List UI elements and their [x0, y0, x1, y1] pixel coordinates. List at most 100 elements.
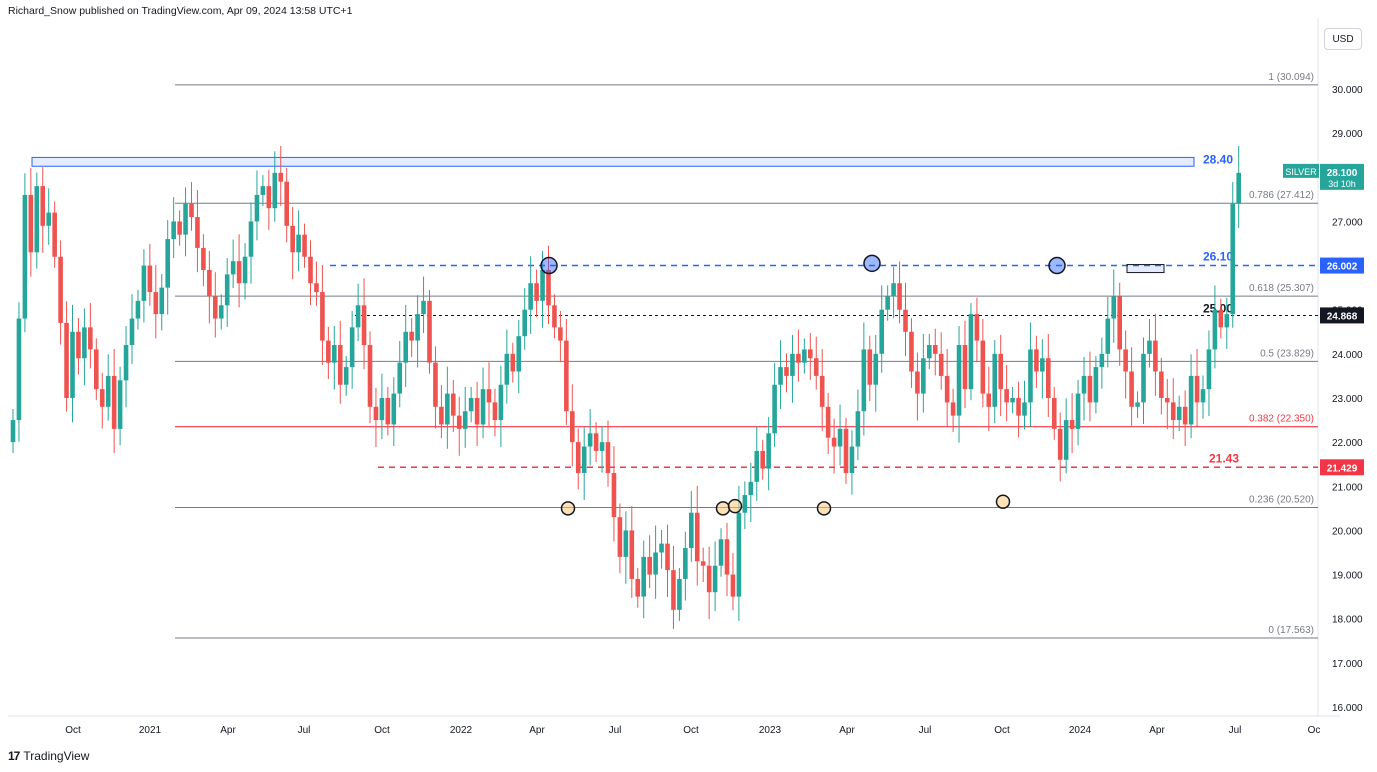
- candle-body: [117, 380, 123, 429]
- level-price-tag: 26.002: [1327, 262, 1358, 273]
- candle-body: [968, 314, 974, 390]
- candle-body: [415, 314, 420, 341]
- candle-body: [712, 565, 718, 593]
- candle-body: [867, 349, 873, 385]
- candle-body: [706, 565, 712, 593]
- level-price-tag-bg: [1320, 257, 1364, 274]
- price-tick: 27.000: [1332, 217, 1363, 228]
- candle-body: [70, 331, 75, 398]
- time-tick: 2023: [759, 725, 782, 736]
- candle-body: [88, 327, 93, 350]
- candle-body: [1206, 349, 1212, 390]
- candle-body: [224, 274, 230, 306]
- candle-body: [28, 194, 34, 253]
- candle-body: [46, 212, 51, 226]
- time-tick: Apr: [839, 725, 855, 736]
- candle-body: [974, 314, 980, 341]
- candle-body: [284, 181, 289, 226]
- candle-body: [915, 371, 920, 394]
- candle-body: [605, 442, 611, 474]
- candle-body: [808, 349, 813, 359]
- bottom-circle-marker: [715, 501, 731, 516]
- candle-body: [141, 265, 147, 301]
- candle-body: [861, 349, 867, 412]
- candle-body: [189, 203, 194, 218]
- candle-body: [213, 296, 218, 319]
- candle-body: [665, 543, 670, 571]
- candle-body: [201, 247, 206, 270]
- candle-body: [403, 331, 408, 363]
- fib-label: 1 (30.094): [1268, 72, 1314, 83]
- candle-body: [552, 305, 557, 328]
- candle-body: [183, 203, 188, 235]
- candle-body: [177, 221, 182, 235]
- candle-body: [689, 512, 694, 549]
- candle-body: [1224, 314, 1230, 328]
- candle-body: [683, 548, 688, 579]
- candle-body: [218, 305, 224, 319]
- candle-body: [296, 234, 301, 253]
- candle-body: [1051, 397, 1057, 429]
- candle-body: [94, 349, 99, 390]
- candle-body: [1040, 358, 1045, 372]
- candle-body: [558, 327, 563, 341]
- candle-body: [802, 349, 807, 363]
- candle-body: [921, 358, 926, 394]
- candle-body: [819, 375, 825, 407]
- candle-body: [242, 256, 248, 284]
- candle-body: [903, 309, 908, 332]
- candle-body: [1111, 296, 1117, 319]
- candle-body: [1087, 375, 1093, 403]
- currency-button[interactable]: USD: [1324, 28, 1362, 50]
- candle-body: [790, 353, 795, 376]
- level-price-tag-bg: [1320, 459, 1364, 476]
- candle-body: [1081, 375, 1087, 394]
- time-tick: Oct: [374, 725, 390, 736]
- level-label: 25.00: [1203, 301, 1233, 315]
- candle-body: [897, 283, 902, 310]
- candle-body: [950, 402, 956, 416]
- candle-body: [52, 212, 57, 257]
- candle-body: [195, 217, 200, 248]
- candle-body: [570, 411, 575, 443]
- candle-body: [1194, 375, 1200, 403]
- candle-body: [1230, 203, 1236, 315]
- breakout-box: [1126, 264, 1165, 274]
- candle-body: [885, 296, 890, 310]
- candle-body: [82, 327, 87, 359]
- fib-label: 0.618 (25.307): [1249, 283, 1314, 294]
- time-tick: Oct: [683, 725, 699, 736]
- candle-body: [1034, 349, 1039, 372]
- candle-body: [938, 353, 944, 376]
- candle-body: [16, 318, 22, 421]
- candle-body: [302, 234, 307, 257]
- top-circle-marker: [540, 256, 558, 275]
- candle-body: [278, 172, 284, 182]
- plot-area[interactable]: [8, 18, 1318, 716]
- fib-label: 0.786 (27.412): [1249, 190, 1314, 201]
- time-tick: Apr: [220, 725, 236, 736]
- candle-body: [932, 345, 938, 354]
- candle-body: [516, 336, 522, 372]
- candle-body: [1016, 397, 1021, 416]
- candle-body: [647, 556, 652, 575]
- candle-body: [653, 552, 658, 575]
- candle-body: [730, 574, 736, 597]
- candle-body: [1022, 402, 1027, 416]
- bottom-circle-marker: [560, 501, 576, 516]
- candle-body: [927, 345, 932, 359]
- fibonacci-levels: 1 (30.094) 0.786 (27.412) 0.618 (25.307) 0.…: [175, 72, 1318, 639]
- candle-body: [962, 345, 968, 390]
- candle-body: [623, 530, 629, 557]
- candle-body: [873, 353, 879, 385]
- candle-body: [1004, 389, 1009, 403]
- candle-body: [397, 362, 403, 394]
- time-tick: 2021: [139, 725, 162, 736]
- candle-body: [891, 283, 896, 297]
- candle-body: [1200, 389, 1206, 403]
- candle-body: [409, 331, 414, 341]
- tradingview-footer[interactable]: 17 TradingView: [8, 749, 89, 763]
- candle-body: [736, 512, 742, 597]
- candle-body: [421, 300, 426, 315]
